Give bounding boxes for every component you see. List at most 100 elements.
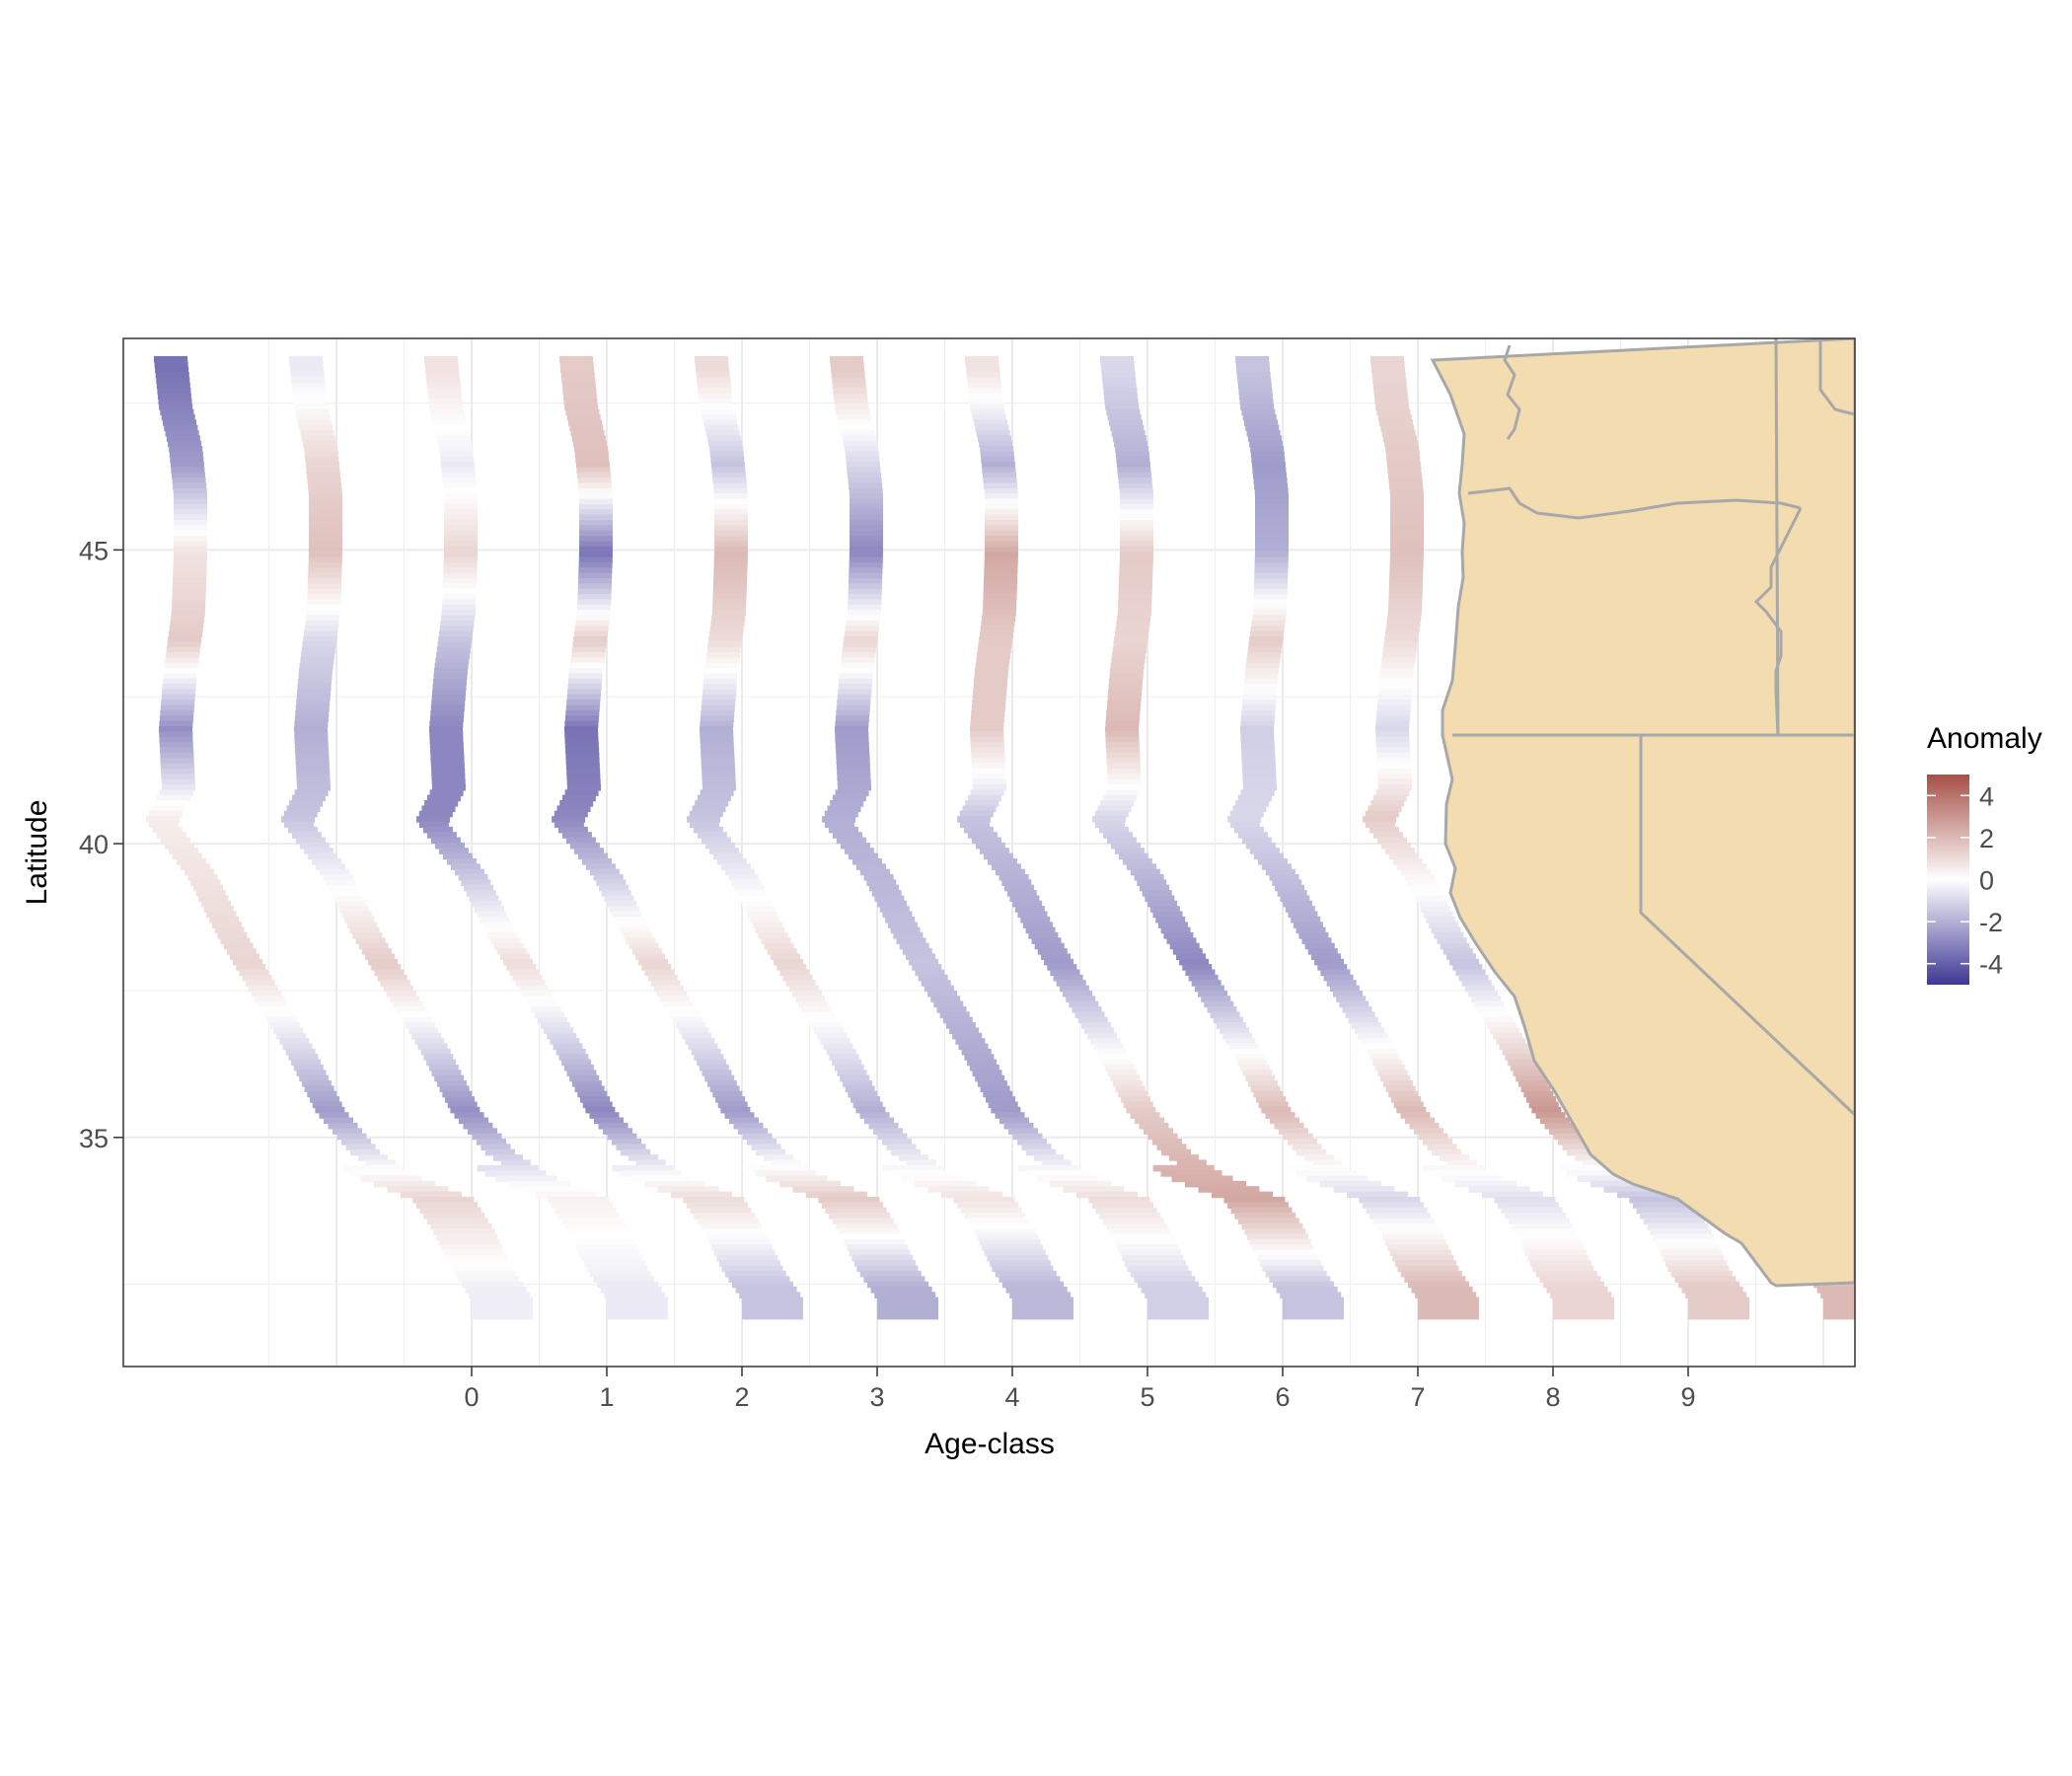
anomaly-cell (1108, 783, 1142, 791)
anomaly-cell (1182, 964, 1213, 971)
anomaly-cell (438, 635, 473, 643)
anomaly-cell (1371, 371, 1406, 379)
anomaly-cell (1336, 996, 1367, 1002)
anomaly-cell (1320, 969, 1351, 977)
anomaly-cell (985, 509, 1018, 516)
anomaly-cell (1097, 805, 1132, 812)
anomaly-cell (766, 1175, 828, 1183)
anomaly-cell (304, 451, 338, 458)
anomaly-cell (283, 821, 314, 828)
anomaly-cell (1235, 800, 1270, 807)
anomaly-cell (577, 604, 612, 612)
anomaly-cell (1238, 393, 1273, 400)
anomaly-cell (885, 916, 916, 924)
anomaly-cell (294, 720, 329, 728)
anomaly-cell (771, 1159, 801, 1166)
anomaly-cell (1387, 615, 1422, 622)
anomaly-cell (1407, 879, 1438, 886)
anomaly-cell (702, 413, 736, 421)
anomaly-cell (573, 440, 608, 448)
anomaly-cell (1255, 541, 1289, 548)
anomaly-cell (557, 826, 588, 834)
anomaly-cell (995, 1270, 1057, 1278)
anomaly-cell (485, 1148, 515, 1156)
anomaly-cell (565, 837, 596, 845)
anomaly-cell (1311, 1159, 1342, 1166)
legend-tick-label: 0 (1979, 866, 1994, 896)
anomaly-cell (1486, 1022, 1517, 1029)
anomaly-cell (1105, 720, 1140, 728)
anomaly-cell (522, 1186, 584, 1193)
anomaly-cell (1117, 467, 1151, 474)
anomaly-cell (985, 525, 1018, 532)
anomaly-cell (568, 419, 602, 426)
anomaly-cell (971, 1222, 1033, 1230)
anomaly-cell (959, 810, 994, 818)
anomaly-cell (921, 980, 951, 987)
anomaly-cell (1382, 435, 1417, 442)
anomaly-cell (490, 937, 521, 944)
anomaly-cell (837, 778, 871, 786)
y-tick-label: 45 (79, 536, 109, 565)
anomaly-cell (290, 366, 325, 374)
anomaly-cell (1375, 715, 1410, 722)
anomaly-cell (1152, 1164, 1215, 1172)
anomaly-cell (586, 1265, 648, 1273)
anomaly-cell (565, 1222, 628, 1230)
anomaly-cell (607, 1312, 668, 1320)
anomaly-cell (874, 1292, 936, 1298)
anomaly-cell (1376, 704, 1411, 712)
anomaly-cell (423, 1213, 485, 1220)
anomaly-cell (1246, 429, 1281, 437)
anomaly-cell (1100, 361, 1135, 368)
anomaly-cell (1382, 1080, 1413, 1087)
anomaly-cell (1380, 662, 1415, 670)
anomaly-cell (1092, 1202, 1153, 1209)
anomaly-cell (295, 709, 330, 717)
anomaly-cell (1293, 922, 1323, 928)
anomaly-cell (1386, 456, 1421, 464)
anomaly-cell (308, 567, 342, 574)
anomaly-cell (1120, 498, 1153, 506)
anomaly-cell (1147, 1296, 1209, 1304)
anomaly-cell (434, 424, 469, 432)
anomaly-cell (939, 1011, 970, 1018)
anomaly-cell (1423, 1139, 1452, 1146)
anomaly-cell (294, 789, 329, 796)
anomaly-cell (568, 678, 602, 686)
anomaly-cell (308, 482, 342, 490)
anomaly-cell (957, 1202, 1018, 1209)
anomaly-cell (1092, 816, 1127, 823)
anomaly-cell (565, 709, 600, 717)
anomaly-cell (390, 996, 420, 1002)
anomaly-cell (429, 731, 464, 738)
anomaly-cell (459, 1117, 488, 1125)
anomaly-cell (829, 1054, 859, 1061)
anomaly-cell (431, 768, 466, 776)
anomaly-cell (621, 1148, 650, 1156)
anomaly-cell (607, 1302, 668, 1309)
anomaly-cell (1120, 514, 1153, 522)
anomaly-cell (924, 985, 954, 993)
anomaly-cell (1516, 1074, 1546, 1082)
anomaly-cell (738, 1128, 768, 1135)
anomaly-cell (971, 709, 1005, 717)
anomaly-cell (559, 361, 594, 368)
anomaly-cell (1238, 388, 1273, 395)
anomaly-cell (966, 371, 1000, 379)
anomaly-cell (1109, 419, 1143, 426)
anomaly-cell (708, 635, 743, 643)
anomaly-cell (964, 1213, 1026, 1220)
anomaly-cell (1240, 789, 1275, 796)
anomaly-cell (612, 911, 642, 919)
anomaly-cell (1119, 556, 1153, 564)
anomaly-cell (985, 498, 1018, 506)
anomaly-cell (1295, 1170, 1358, 1177)
anomaly-cell (1245, 662, 1280, 670)
anomaly-cell (336, 900, 367, 908)
anomaly-cell (1245, 1074, 1276, 1082)
anomaly-cell (771, 953, 800, 960)
anomaly-cell (1292, 1144, 1322, 1150)
anomaly-cell (941, 1191, 1002, 1199)
anomaly-cell (173, 561, 207, 569)
